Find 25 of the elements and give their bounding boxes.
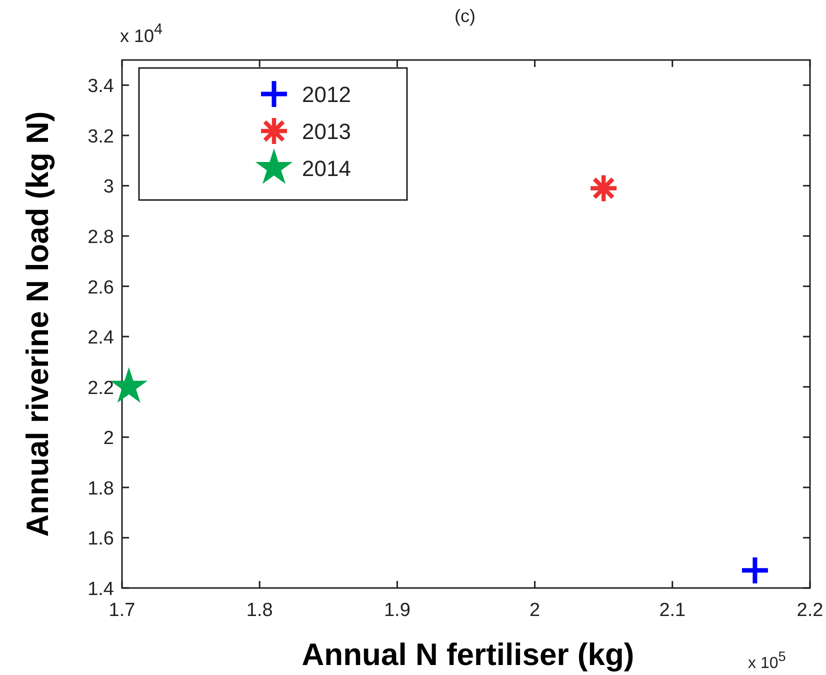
y-tick-label: 3 bbox=[103, 176, 114, 198]
y-tick-label: 3.2 bbox=[88, 126, 114, 148]
y-tick-label: 3.4 bbox=[88, 76, 114, 98]
y-tick-label: 2.2 bbox=[88, 378, 114, 399]
x-tick-label: 1.8 bbox=[246, 600, 273, 621]
x-tick-label: 2.1 bbox=[659, 600, 686, 621]
x-tick-label: 2 bbox=[530, 600, 540, 621]
x-tick-label: 1.7 bbox=[108, 600, 136, 621]
legend-label: 2013 bbox=[302, 119, 351, 144]
text: x 10$^{5}$ bbox=[748, 648, 786, 672]
y-tick-label: 2.4 bbox=[88, 328, 114, 349]
x-axis-title: Annual N fertiliser (kg) bbox=[302, 637, 634, 672]
x-tick-label: 2.2 bbox=[796, 600, 824, 621]
y-tick-label: 2 bbox=[103, 428, 114, 450]
y-tick-label: 2.6 bbox=[88, 277, 114, 298]
chart-title: (c) bbox=[454, 6, 476, 26]
y-tick-label: 1.4 bbox=[88, 579, 114, 600]
y-tick-label: 2.8 bbox=[88, 227, 114, 248]
text: x 10$^{4}$ bbox=[120, 20, 164, 46]
y-axis-title: Annual riverine N load (kg N) bbox=[20, 111, 55, 537]
legend-label: 2012 bbox=[302, 82, 351, 107]
x-tick-label: 1.9 bbox=[384, 600, 410, 621]
y-tick-label: 1.8 bbox=[88, 478, 114, 500]
y-tick-label: 1.6 bbox=[88, 528, 114, 550]
legend-label: 2014 bbox=[302, 156, 351, 181]
